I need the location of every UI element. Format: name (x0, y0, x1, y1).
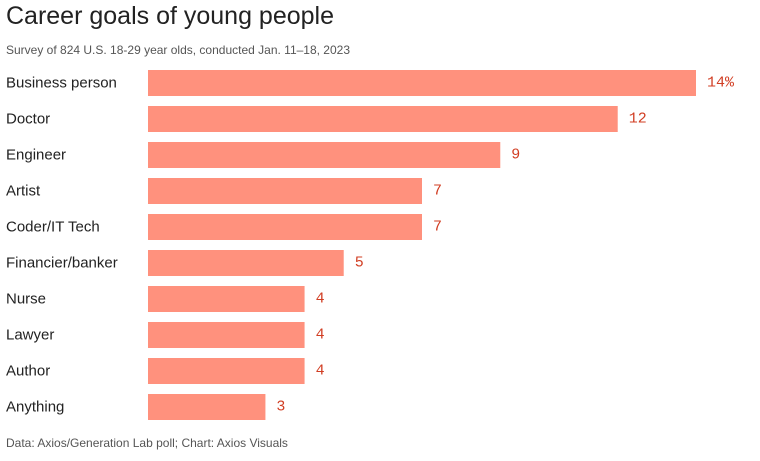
bar (148, 394, 266, 420)
category-label: Business person (6, 75, 117, 92)
category-label: Engineer (6, 147, 66, 164)
value-label: 12 (629, 111, 647, 128)
chart-title: Career goals of young people (6, 2, 335, 30)
value-label: 5 (355, 255, 364, 272)
bar (148, 322, 305, 348)
bar-chart: Business person 14% Doctor 12 Engineer 9 Artis… (6, 70, 735, 420)
bar (148, 358, 305, 384)
chart-source: Data: Axios/Generation Lab poll; Chart: … (6, 436, 288, 450)
bar (148, 286, 305, 312)
value-label: 4 (316, 363, 325, 380)
chart-subtitle: Survey of 824 U.S. 18-29 year olds, cond… (6, 43, 351, 57)
bar (148, 178, 422, 204)
value-label: 9 (511, 147, 520, 164)
value-label: 4 (316, 291, 325, 308)
category-label: Doctor (6, 111, 50, 128)
category-label: Anything (6, 399, 64, 416)
bar (148, 250, 344, 276)
value-label: 14% (707, 75, 735, 92)
value-label: 7 (433, 219, 442, 236)
category-label: Artist (6, 183, 41, 200)
value-label: 4 (316, 327, 325, 344)
category-label: Author (6, 363, 50, 380)
value-label: 3 (276, 399, 285, 416)
category-label: Coder/IT Tech (6, 219, 100, 236)
category-label: Lawyer (6, 327, 54, 344)
value-label: 7 (433, 183, 442, 200)
bar (148, 214, 422, 240)
bar (148, 70, 696, 96)
bar (148, 106, 618, 132)
category-label: Financier/banker (6, 255, 118, 272)
category-label: Nurse (6, 291, 46, 308)
bar (148, 142, 501, 168)
